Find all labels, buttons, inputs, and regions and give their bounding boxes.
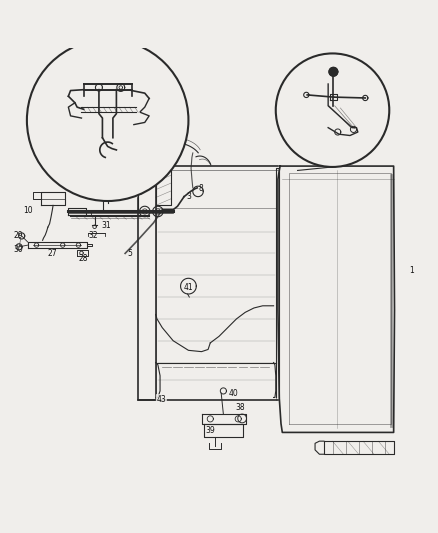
Text: 36: 36: [368, 87, 378, 96]
Text: 27: 27: [47, 249, 57, 258]
Text: 43: 43: [156, 395, 166, 403]
Text: 17: 17: [107, 60, 117, 69]
Text: 12: 12: [80, 66, 89, 75]
Text: 1: 1: [409, 266, 413, 276]
Text: 28: 28: [78, 254, 88, 263]
Text: 21: 21: [135, 70, 144, 79]
Text: 7: 7: [138, 188, 143, 197]
Text: 15: 15: [83, 211, 93, 220]
Text: 37: 37: [289, 87, 299, 96]
Text: 24: 24: [46, 110, 56, 119]
Text: 29: 29: [13, 231, 23, 239]
Text: 33: 33: [369, 109, 379, 118]
Text: 35: 35: [364, 71, 374, 80]
Text: 13: 13: [43, 142, 53, 151]
Text: 30: 30: [13, 245, 23, 254]
Text: 19: 19: [141, 83, 151, 92]
Text: 3: 3: [186, 192, 191, 201]
Text: 32: 32: [88, 231, 98, 240]
Text: 5: 5: [127, 249, 132, 258]
Text: 22: 22: [123, 62, 132, 71]
Text: 41: 41: [184, 283, 193, 292]
Text: 34: 34: [286, 110, 296, 119]
Text: 25: 25: [55, 92, 64, 101]
Text: 26: 26: [93, 61, 102, 70]
Circle shape: [276, 53, 389, 167]
Text: 39: 39: [205, 426, 215, 435]
Text: 10: 10: [23, 206, 32, 215]
Text: 16: 16: [102, 100, 112, 109]
Text: 38: 38: [235, 402, 245, 411]
Circle shape: [329, 67, 338, 76]
Text: 23: 23: [144, 100, 153, 109]
Text: 14: 14: [71, 77, 81, 86]
Text: 18: 18: [116, 106, 125, 115]
Text: 8: 8: [198, 184, 203, 193]
Text: 6: 6: [102, 190, 107, 199]
Text: 11: 11: [145, 118, 155, 127]
Circle shape: [27, 39, 188, 201]
Text: 40: 40: [229, 389, 238, 398]
Text: 31: 31: [102, 221, 111, 230]
